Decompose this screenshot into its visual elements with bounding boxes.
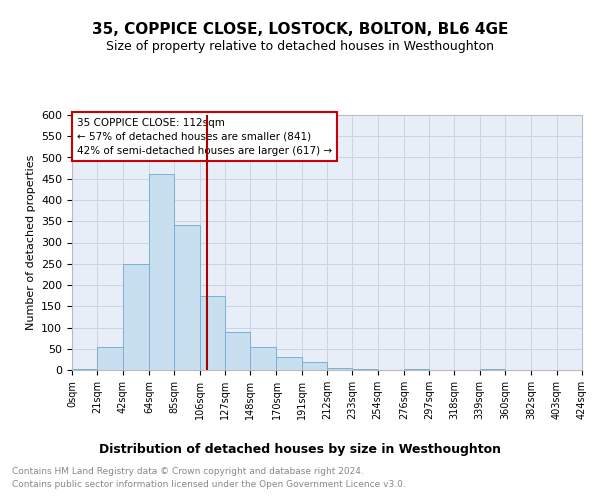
Text: Contains HM Land Registry data © Crown copyright and database right 2024.: Contains HM Land Registry data © Crown c… bbox=[12, 468, 364, 476]
Text: 35 COPPICE CLOSE: 112sqm
← 57% of detached houses are smaller (841)
42% of semi-: 35 COPPICE CLOSE: 112sqm ← 57% of detach… bbox=[77, 118, 332, 156]
Y-axis label: Number of detached properties: Number of detached properties bbox=[26, 155, 35, 330]
Text: 35, COPPICE CLOSE, LOSTOCK, BOLTON, BL6 4GE: 35, COPPICE CLOSE, LOSTOCK, BOLTON, BL6 … bbox=[92, 22, 508, 38]
Bar bbox=[149, 174, 174, 370]
Bar bbox=[352, 369, 377, 370]
Bar bbox=[480, 369, 505, 370]
Bar bbox=[327, 368, 352, 370]
Bar bbox=[122, 264, 149, 370]
Text: Size of property relative to detached houses in Westhoughton: Size of property relative to detached ho… bbox=[106, 40, 494, 53]
Bar bbox=[72, 369, 97, 370]
Bar bbox=[97, 346, 122, 370]
Bar bbox=[174, 226, 199, 370]
Bar bbox=[199, 296, 225, 370]
Bar bbox=[302, 362, 327, 370]
Bar bbox=[404, 369, 429, 370]
Bar bbox=[277, 357, 302, 370]
Text: Contains public sector information licensed under the Open Government Licence v3: Contains public sector information licen… bbox=[12, 480, 406, 489]
Text: Distribution of detached houses by size in Westhoughton: Distribution of detached houses by size … bbox=[99, 442, 501, 456]
Bar bbox=[225, 332, 250, 370]
Bar bbox=[250, 346, 277, 370]
